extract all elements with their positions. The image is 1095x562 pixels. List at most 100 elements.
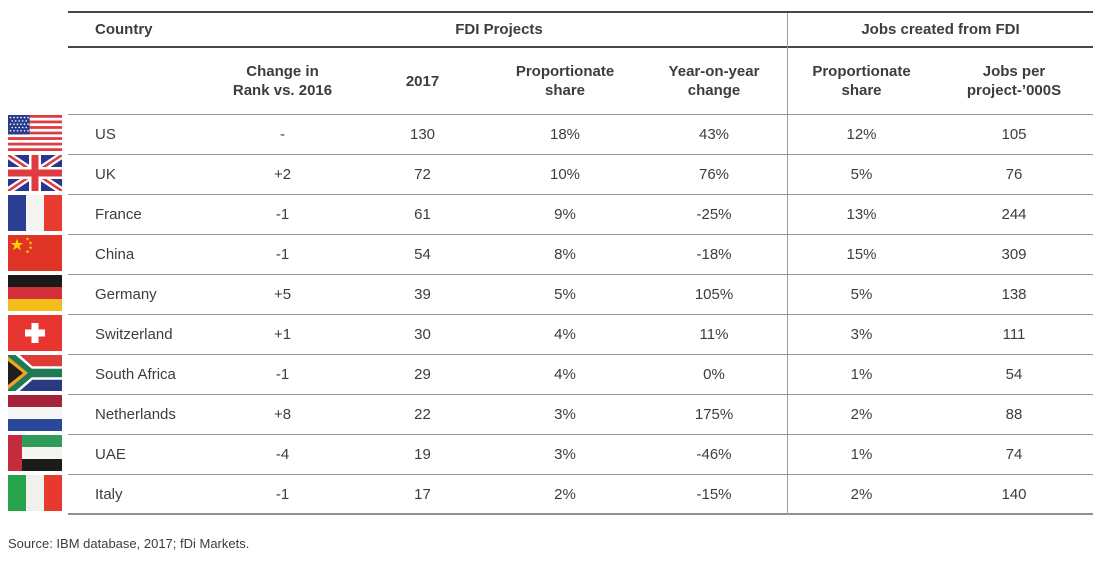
- cell-proportionate-share: 18%: [549, 126, 581, 143]
- flag-column: [8, 113, 62, 513]
- table-row: Switzerland +1 30 4% 11% 3% 111: [68, 315, 1093, 355]
- cell-projects-2017: 30: [414, 326, 431, 343]
- column-header-line: Proportionate: [515, 63, 615, 80]
- cell-jobs-per-project: 140: [1001, 485, 1027, 503]
- cell-change-in-rank: -1: [275, 246, 290, 263]
- cell-country: Italy: [95, 485, 123, 503]
- cell-jobs-proportionate-share: 5%: [850, 166, 873, 183]
- cell-proportionate-share: 4%: [554, 366, 576, 383]
- cell-change-in-rank: -4: [275, 446, 290, 463]
- cell-yoy-change: -15%: [696, 485, 732, 503]
- table-row: Germany +5 39 5% 105% 5% 138: [68, 275, 1093, 315]
- table-body: US -130 18% 43% 12% 105 UK +2 72 10% 76% 5% 76 France…: [68, 115, 1093, 515]
- cell-change-in-rank: +1: [273, 326, 292, 343]
- cell-proportionate-share: 3%: [554, 446, 576, 463]
- netherlands-flag-icon: [8, 393, 62, 433]
- cell-country: UAE: [95, 446, 126, 463]
- cell-country: Netherlands: [95, 406, 176, 423]
- column-header-line: share: [544, 82, 586, 99]
- cell-yoy-change: 43%: [698, 126, 730, 143]
- france-flag-icon: [8, 193, 62, 233]
- cell-country: France: [95, 206, 142, 223]
- cell-jobs-per-project: 309: [1001, 246, 1027, 263]
- column-header-yoy-change: Year-on-year change: [640, 62, 788, 100]
- group-header-jobs-created: Jobs created from FDI: [861, 21, 1020, 38]
- cell-proportionate-share: 5%: [554, 286, 576, 303]
- cell-proportionate-share: 3%: [554, 406, 576, 423]
- south-africa-flag-icon: [8, 353, 62, 393]
- cell-yoy-change: 11%: [699, 326, 729, 343]
- us-flag-icon: [8, 113, 62, 153]
- cell-change-in-rank: -1: [275, 485, 290, 503]
- data-table: Country FDI Projects Jobs created from F…: [68, 11, 1093, 515]
- section-divider-line: [787, 13, 788, 515]
- cell-proportionate-share: 4%: [554, 326, 576, 343]
- cell-jobs-per-project: 111: [1002, 326, 1026, 343]
- group-header-fdi-projects: FDI Projects: [455, 21, 543, 38]
- cell-yoy-change: 76%: [698, 166, 730, 183]
- table-row: Netherlands +8 22 3% 175% 2% 88: [68, 395, 1093, 435]
- germany-flag-icon: [8, 273, 62, 313]
- cell-yoy-change: 175%: [694, 406, 734, 423]
- cell-change-in-rank: -: [280, 126, 285, 143]
- column-header-line: 2017: [405, 72, 440, 90]
- cell-jobs-proportionate-share: 5%: [850, 286, 873, 303]
- cell-jobs-proportionate-share: 2%: [850, 406, 873, 423]
- cell-change-in-rank: -1: [275, 206, 290, 223]
- cell-change-in-rank: +5: [273, 286, 292, 303]
- column-header-change-in-rank: Change in Rank vs. 2016: [210, 62, 355, 100]
- cell-country: Germany: [95, 286, 157, 303]
- table-row: South Africa -1 29 4% 0% 1% 54: [68, 355, 1093, 395]
- table-row: UK +2 72 10% 76% 5% 76: [68, 155, 1093, 195]
- column-header-line: change: [687, 82, 741, 99]
- cell-jobs-per-project: 76: [1005, 166, 1023, 183]
- cell-jobs-per-project: 138: [1001, 286, 1027, 303]
- column-header-line: Change in: [246, 63, 319, 80]
- table-row: Italy -1 17 2% -15% 2% 140: [68, 475, 1093, 515]
- cell-projects-2017: 22: [414, 406, 431, 423]
- cell-country: China: [95, 246, 135, 263]
- cell-jobs-proportionate-share: 15%: [846, 246, 877, 263]
- cell-jobs-per-project: 54: [1005, 366, 1023, 383]
- table-row: US - 130 18% 43% 12% 105: [68, 115, 1093, 155]
- cell-yoy-change: 0%: [703, 366, 725, 383]
- cell-yoy-change: -46%: [696, 446, 732, 463]
- cell-proportionate-share: 2%: [554, 485, 576, 503]
- cell-projects-2017: 130: [409, 126, 436, 143]
- china-flag-icon: [8, 233, 62, 273]
- cell-proportionate-share: 10%: [549, 166, 581, 183]
- uk-flag-icon: [8, 153, 62, 193]
- cell-country: Switzerland: [95, 326, 173, 343]
- group-header-row: Country FDI Projects Jobs created from F…: [68, 13, 1093, 48]
- column-header-line: project-’000S: [966, 82, 1062, 99]
- cell-projects-2017: 54: [414, 246, 431, 263]
- italy-flag-icon: [8, 473, 62, 513]
- group-header-country: Country: [95, 21, 153, 38]
- cell-yoy-change: -18%: [696, 246, 732, 263]
- column-header-line: share: [841, 82, 882, 99]
- column-header-row: Change in Rank vs. 2016 2017 Proportiona…: [68, 48, 1093, 115]
- cell-jobs-per-project: 244: [1001, 206, 1027, 223]
- cell-yoy-change: 105%: [694, 286, 734, 303]
- cell-change-in-rank: -1: [275, 366, 290, 383]
- cell-country: US: [95, 126, 116, 143]
- column-header-line: Jobs per: [982, 63, 1046, 80]
- cell-jobs-per-project: 88: [1005, 406, 1023, 423]
- cell-jobs-proportionate-share: 1%: [850, 446, 873, 463]
- cell-projects-2017: 72: [414, 166, 431, 183]
- cell-projects-2017: 39: [414, 286, 431, 303]
- cell-jobs-proportionate-share: 1%: [850, 366, 873, 383]
- table-row: UAE -4 19 3% -46% 1% 74: [68, 435, 1093, 475]
- source-note: Source: IBM database, 2017; fDi Markets.: [8, 536, 250, 551]
- cell-country: South Africa: [95, 366, 176, 383]
- column-header-2017: 2017: [355, 72, 490, 91]
- switzerland-flag-icon: [8, 313, 62, 353]
- cell-jobs-proportionate-share: 13%: [846, 206, 877, 223]
- cell-change-in-rank: +8: [273, 406, 292, 423]
- cell-jobs-per-project: 74: [1005, 446, 1023, 463]
- cell-jobs-proportionate-share: 12%: [846, 126, 877, 143]
- column-header-jobs-proportionate-share: Proportionate share: [788, 62, 935, 100]
- column-header-line: Year-on-year: [668, 63, 760, 80]
- column-header-line: Rank vs. 2016: [232, 82, 333, 99]
